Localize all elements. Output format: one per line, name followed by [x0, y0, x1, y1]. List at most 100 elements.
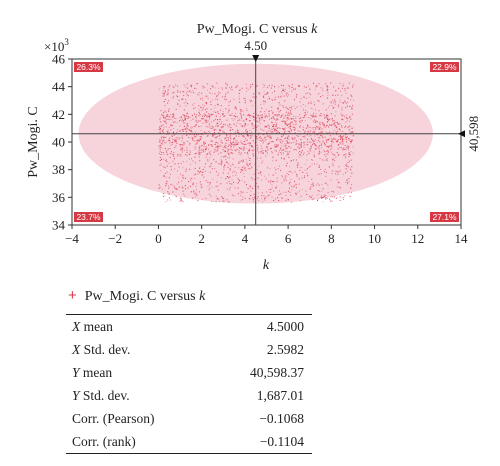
scatter-point: [327, 121, 329, 123]
stats-row: Corr. (Pearson) −0.1068: [66, 407, 312, 430]
scatter-point: [260, 145, 262, 147]
scatter-point: [338, 186, 340, 188]
scatter-point: [345, 148, 347, 150]
scatter-point: [335, 100, 337, 102]
scatter-point: [199, 171, 201, 173]
scatter-point: [223, 156, 225, 158]
scatter-point: [227, 149, 229, 151]
scatter-point: [320, 196, 322, 198]
scatter-point: [316, 125, 318, 127]
scatter-point: [238, 95, 240, 97]
scatter-point: [326, 197, 328, 199]
scatter-point: [306, 92, 308, 94]
scatter-point: [270, 147, 272, 149]
scatter-point: [187, 125, 189, 127]
scatter-point: [251, 145, 253, 147]
scatter-point: [337, 139, 339, 141]
scatter-point: [351, 172, 353, 174]
scatter-point: [327, 94, 329, 96]
scatter-point: [235, 108, 237, 110]
scatter-point: [251, 145, 253, 147]
scatter-point: [246, 132, 248, 134]
scatter-point: [270, 188, 272, 190]
scatter-point: [235, 143, 237, 145]
scatter-point: [284, 131, 286, 133]
scatter-point: [273, 128, 275, 130]
scatter-point: [276, 146, 278, 148]
scatter-point: [250, 84, 252, 86]
scatter-point: [251, 177, 253, 179]
scatter-point: [339, 101, 341, 103]
scatter-point: [288, 142, 290, 144]
scatter-point: [280, 193, 282, 195]
scatter-point: [257, 144, 259, 146]
scatter-point: [348, 138, 350, 140]
scatter-point: [169, 85, 171, 87]
scatter-point: [256, 120, 258, 122]
scatter-point: [243, 166, 245, 168]
scatter-point: [210, 121, 212, 123]
scatter-point: [194, 131, 196, 133]
legend-plus-icon: +: [68, 287, 77, 304]
scatter-point: [279, 104, 281, 106]
scatter-point: [262, 152, 264, 154]
scatter-point: [167, 154, 169, 156]
scatter-point: [260, 103, 262, 105]
scatter-point: [161, 125, 163, 127]
scatter-point: [246, 140, 248, 142]
scatter-point: [262, 130, 264, 132]
scatter-point: [166, 165, 168, 167]
scatter-point: [225, 155, 227, 157]
scatter-point: [347, 161, 349, 163]
scatter-point: [185, 101, 187, 103]
y-tick-label: 34: [52, 218, 66, 233]
scatter-point: [288, 135, 290, 137]
scatter-point: [159, 140, 161, 142]
scatter-point: [198, 126, 200, 128]
scatter-point: [291, 189, 293, 191]
scatter-point: [352, 99, 354, 101]
scatter-point: [270, 110, 272, 112]
scatter-point: [216, 125, 218, 127]
stats-value: 1,687.01: [256, 388, 304, 403]
scatter-point: [272, 124, 274, 126]
scatter-point: [164, 148, 166, 150]
scatter-point: [293, 99, 295, 101]
scatter-point: [239, 89, 241, 91]
scatter-point: [176, 85, 178, 87]
scatter-point: [215, 195, 217, 197]
quadrant-top-left-label: 26.3%: [74, 62, 103, 72]
scatter-point: [348, 129, 350, 131]
scatter-point: [280, 141, 282, 143]
scatter-point: [317, 137, 319, 139]
scatter-point: [299, 125, 301, 127]
scatter-point: [275, 114, 277, 116]
scatter-point: [217, 189, 219, 191]
scatter-point: [202, 87, 204, 89]
scatter-point: [303, 144, 305, 146]
scatter-point: [229, 156, 231, 158]
scatter-point: [177, 91, 179, 93]
scatter-point: [280, 110, 282, 112]
scatter-point: [239, 101, 241, 103]
scatter-point: [176, 188, 178, 190]
scatter-point: [207, 160, 209, 162]
scatter-point: [335, 90, 337, 92]
scatter-point: [341, 109, 343, 111]
scatter-point: [204, 105, 206, 107]
scatter-point: [284, 127, 286, 129]
scatter-point: [228, 126, 230, 128]
scatter-point: [212, 134, 214, 136]
scatter-point: [202, 85, 204, 87]
scatter-point: [186, 160, 188, 162]
scatter-point: [242, 147, 244, 149]
scatter-point: [337, 128, 339, 130]
scatter-point: [332, 164, 334, 166]
scatter-point: [181, 137, 183, 139]
scatter-point: [210, 140, 212, 142]
scatter-point: [227, 145, 229, 147]
scatter-point: [162, 140, 164, 142]
scatter-point: [240, 192, 242, 194]
scatter-point: [305, 105, 307, 107]
scatter-point: [311, 163, 313, 165]
